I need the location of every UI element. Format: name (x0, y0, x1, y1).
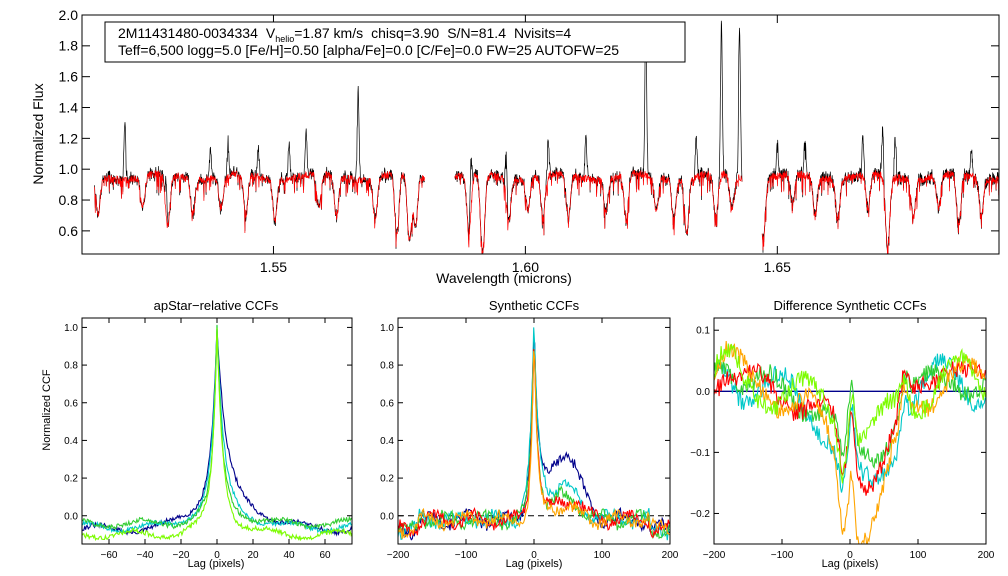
spectrum-xtick-label: 1.60 (512, 259, 539, 275)
spectrum-annotation-line1: 2M11431480-0034334 Vhelio=1.87 km/s chisq=… (118, 25, 571, 44)
apstar-ccf-series-line (82, 327, 352, 542)
apstar-ccf-ytick-label: 0.4 (64, 436, 78, 447)
vhelio-subscript: helio (275, 34, 294, 44)
difference-ccf-xtick-label: −100 (771, 550, 794, 561)
synthetic-ccf-ytick-label: 0.8 (380, 361, 394, 372)
spectrum-ylabel: Normalized Flux (30, 83, 46, 184)
difference-ccf-xtick-label: 200 (978, 550, 995, 561)
spectrum-axes-frame (81, 14, 1000, 255)
spectrum-ytick-label: 0.8 (59, 192, 79, 208)
apstar-ccf-ytick-label: 0.0 (64, 511, 78, 522)
difference-ccf-xtick-label: 0 (847, 550, 853, 561)
apstar-ccf-ytick-label: 0.2 (64, 474, 78, 485)
apstar-ccf-xtick-label: −40 (137, 550, 154, 561)
spectrum-ytick-label: 1.6 (59, 69, 79, 85)
apstar-ccf-xtick-label: −20 (173, 550, 190, 561)
spectrum-panel: 1.55 1.60 1.65 0.6 0.8 1.0 1.2 1.4 1.6 1.8 2.0 2M1… (30, 7, 1000, 286)
difference-ccf-ytick-label: 0.0 (696, 387, 710, 398)
difference-ccf-ticks: −200 −100 0 100 200 −0.2 −0.1 0.0 0.1 (690, 318, 995, 561)
synthetic-ccf-lines (398, 327, 670, 541)
synthetic-ccf-ytick-label: 0.4 (380, 436, 394, 447)
difference-ccf-xtick-label: 100 (910, 550, 927, 561)
synthetic-ccf-xtick-label: −100 (455, 550, 478, 561)
nvisits-value: Nvisits=4 (514, 25, 571, 41)
spectrum-lines (94, 20, 999, 254)
stellar-params: Teff=6,500 logg=5.0 [Fe/H]=0.50 [alpha/F… (118, 42, 619, 58)
vhelio-symbol: V (266, 25, 276, 41)
synthetic-ccf-ytick-label: 1.0 (380, 323, 394, 334)
apstar-ccf-series-line (82, 324, 352, 531)
apstar-ccf-ytick-label: 0.8 (64, 361, 78, 372)
spectrum-ytick-label: 1.8 (59, 38, 79, 54)
apstar-ccf-xtick-label: 40 (283, 550, 295, 561)
apstar-ccf-xtick-label: 60 (319, 550, 331, 561)
vhelio-value: =1.87 km/s (294, 25, 363, 41)
difference-ccf-ytick-label: 0.1 (696, 326, 710, 337)
synthetic-ccf-xtick-label: 100 (594, 550, 611, 561)
spectrum-ytick-label: 1.0 (59, 161, 79, 177)
apstar-ccf-xtick-label: −60 (101, 550, 118, 561)
apstar-ccf-ytick-label: 0.6 (64, 398, 78, 409)
apstar-ccf-xlabel: Lag (pixels) (188, 558, 245, 570)
apstar-ccf-title: apStar−relative CCFs (154, 298, 279, 313)
model-spectrum-line (454, 169, 743, 254)
synthetic-ccf-series-line (398, 351, 670, 540)
apstar-ccf-lines (82, 324, 352, 542)
apstar-ccf-ytick-label: 1.0 (64, 323, 78, 334)
chisq-value: chisq=3.90 (371, 25, 439, 41)
object-id: 2M11431480-0034334 (118, 25, 258, 41)
apstar-ccf-xtick-label: 20 (247, 550, 259, 561)
spectrum-xtick-label: 1.65 (764, 259, 791, 275)
spectrum-xtick-label: 1.55 (260, 259, 287, 275)
synthetic-ccf-ticks: −200 −100 0 100 200 0.0 0.2 0.4 0.6 0.8 1.0 (380, 318, 679, 561)
difference-ccf-lines (714, 340, 986, 544)
synthetic-ccf-ytick-label: 0.6 (380, 398, 394, 409)
synthetic-ccf-xtick-label: 200 (662, 550, 679, 561)
difference-ccf-series-line (714, 343, 986, 484)
synthetic-ccf-ytick-label: 0.2 (380, 474, 394, 485)
difference-ccf-xlabel: Lag (pixels) (822, 558, 879, 570)
synthetic-ccf-xtick-label: −200 (387, 550, 410, 561)
difference-ccf-xtick-label: −200 (703, 550, 726, 561)
difference-ccf-ytick-label: −0.2 (690, 509, 710, 520)
synthetic-ccf-ytick-label: 0.0 (380, 511, 394, 522)
synthetic-ccf-title: Synthetic CCFs (489, 298, 580, 313)
apstar-ccf-panel: apStar−relative CCFs −60 −40 −20 0 20 40 60 0.0… (41, 298, 353, 570)
apstar-ccf-xtick-label: 0 (214, 550, 220, 561)
snr-value: S/N=81.4 (447, 25, 506, 41)
synthetic-ccf-xlabel: Lag (pixels) (506, 558, 563, 570)
difference-ccf-panel: Difference Synthetic CCFs −200 −100 0 100 20… (690, 298, 995, 570)
apstar-ccf-ylabel: Normalized CCF (41, 369, 53, 451)
synthetic-ccf-panel: Synthetic CCFs −200 −100 0 100 200 0.0 0.2 0.4 0… (380, 298, 679, 570)
spectrum-ticks: 1.55 1.60 1.65 0.6 0.8 1.0 1.2 1.4 1.6 1.8 2.0 (59, 7, 999, 275)
spectrum-xlabel: Wavelength (microns) (436, 270, 572, 286)
difference-ccf-series-line (714, 340, 986, 544)
spectrum-ytick-label: 1.2 (59, 130, 79, 146)
synthetic-ccf-series-line (398, 349, 670, 539)
model-spectrum-line (761, 170, 999, 254)
model-spectrum-line (94, 170, 425, 248)
spectrum-ytick-label: 1.4 (59, 99, 79, 115)
difference-ccf-title: Difference Synthetic CCFs (774, 298, 927, 313)
synthetic-ccf-xtick-label: 0 (531, 550, 537, 561)
spectrum-ytick-label: 0.6 (59, 223, 79, 239)
apstar-ccf-ticks: −60 −40 −20 0 20 40 60 0.0 0.2 0.4 0.6 0.8 1.0 (64, 318, 352, 561)
difference-ccf-ytick-label: −0.1 (690, 448, 710, 459)
spectrum-annotation-box (104, 21, 686, 63)
spectrum-ytick-label: 2.0 (59, 7, 79, 23)
